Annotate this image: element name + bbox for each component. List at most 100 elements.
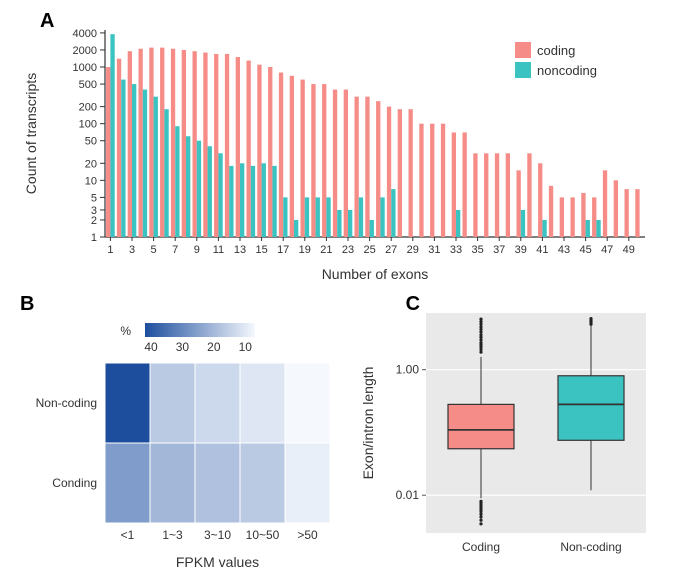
outlier-point [479, 341, 482, 344]
svg-text:200: 200 [79, 102, 97, 114]
bar-noncoding [596, 220, 600, 237]
outlier-point [479, 333, 482, 336]
bar-coding [624, 189, 628, 237]
heatmap-cell [105, 443, 150, 523]
svg-text:20: 20 [85, 158, 97, 170]
bar-coding [365, 97, 369, 237]
panel-b: B Non-codingConding<11~33~1010~50>50FPKM… [10, 293, 351, 573]
bar-coding [430, 124, 434, 237]
bar-coding [236, 57, 240, 237]
svg-text:39: 39 [515, 244, 527, 256]
bar-noncoding [326, 197, 330, 237]
bar-coding [581, 193, 585, 237]
bar-coding [333, 90, 337, 237]
heatmap-xlabel: 10~50 [246, 528, 280, 542]
bar-coding [268, 67, 272, 237]
bar-noncoding [359, 197, 363, 237]
svg-text:2000: 2000 [73, 45, 97, 57]
svg-text:17: 17 [277, 244, 289, 256]
bar-coding [398, 109, 402, 237]
bar-noncoding [370, 220, 374, 237]
bar-coding [257, 65, 261, 237]
boxplot-box [558, 376, 624, 441]
bar-coding [182, 50, 186, 237]
boxplot-xlabel: Coding [462, 540, 500, 554]
outlier-point [479, 317, 482, 320]
panel-a-label: A [40, 10, 54, 33]
bar-coding [473, 153, 477, 237]
colorbar-tick: 30 [176, 340, 190, 354]
figure: A 12351020501002005001000200040001357911… [10, 10, 665, 573]
bar-coding [560, 197, 564, 237]
heatmap-ylabel: Conding [52, 476, 97, 490]
svg-text:7: 7 [172, 244, 178, 256]
bar-coding [506, 153, 510, 237]
heatmap-ylabel: Non-coding [36, 396, 97, 410]
svg-text:27: 27 [385, 244, 397, 256]
heatmap-cell [195, 443, 240, 523]
bar-coding [160, 48, 164, 237]
svg-text:500: 500 [79, 79, 97, 91]
bar-noncoding [229, 166, 233, 237]
svg-text:11: 11 [213, 244, 224, 256]
bar-noncoding [240, 163, 244, 237]
svg-text:49: 49 [623, 244, 635, 256]
panel-c-chart: 0.011.00CodingNon-codingExon/intron leng… [351, 293, 661, 573]
bar-coding [484, 153, 488, 237]
heatmap-cell [105, 363, 150, 443]
bar-noncoding [197, 141, 201, 237]
svg-text:1.00: 1.00 [395, 363, 419, 377]
heatmap-xlabel: 3~10 [204, 528, 231, 542]
bar-noncoding [521, 210, 525, 237]
colorbar-tick: 40 [144, 340, 158, 354]
bar-noncoding [110, 34, 114, 237]
bar-coding [549, 186, 553, 237]
heatmap-cell [240, 443, 285, 523]
bar-coding [106, 67, 110, 237]
svg-text:50: 50 [85, 136, 97, 148]
outlier-point [479, 500, 482, 503]
panel-c-label: C [406, 293, 420, 316]
heatmap-cell [240, 363, 285, 443]
bar-noncoding [348, 210, 352, 237]
bar-coding [462, 132, 466, 237]
heatmap-cell [285, 443, 330, 523]
bar-coding [192, 51, 196, 237]
heatmap-cell [195, 363, 240, 443]
bar-coding [117, 59, 121, 237]
outlier-point [479, 351, 482, 354]
colorbar-label: % [120, 324, 131, 338]
bar-noncoding [542, 220, 546, 237]
bar-noncoding [175, 126, 179, 237]
heatmap-xlabel: >50 [297, 528, 318, 542]
bar-noncoding [154, 97, 158, 237]
bar-coding [290, 76, 294, 237]
panel-a: A 12351020501002005001000200040001357911… [10, 10, 665, 285]
svg-text:5: 5 [91, 192, 97, 204]
bar-noncoding [380, 197, 384, 237]
bar-noncoding [316, 197, 320, 237]
bar-coding [614, 180, 618, 237]
bar-coding [311, 84, 315, 237]
bar-noncoding [186, 136, 190, 237]
panel-a-chart: 1235102050100200500100020004000135791113… [10, 10, 665, 285]
svg-text:47: 47 [601, 244, 613, 256]
colorbar-tick: 20 [207, 340, 221, 354]
bar-noncoding [208, 146, 212, 237]
heatmap-cell [150, 363, 195, 443]
svg-text:29: 29 [407, 244, 419, 256]
bar-coding [570, 197, 574, 237]
svg-text:9: 9 [194, 244, 200, 256]
bar-coding [171, 49, 175, 237]
bar-noncoding [272, 166, 276, 237]
bar-coding [419, 124, 423, 237]
bar-noncoding [305, 197, 309, 237]
legend-swatch-noncoding [515, 62, 531, 78]
panel-b-chart: Non-codingConding<11~33~1010~50>50FPKM v… [10, 293, 350, 573]
bar-coding [149, 48, 153, 237]
bar-coding [408, 109, 412, 237]
svg-text:31: 31 [428, 244, 440, 256]
row-bc: B Non-codingConding<11~33~1010~50>50FPKM… [10, 293, 665, 573]
heatmap-cell [285, 363, 330, 443]
bar-noncoding [294, 220, 298, 237]
